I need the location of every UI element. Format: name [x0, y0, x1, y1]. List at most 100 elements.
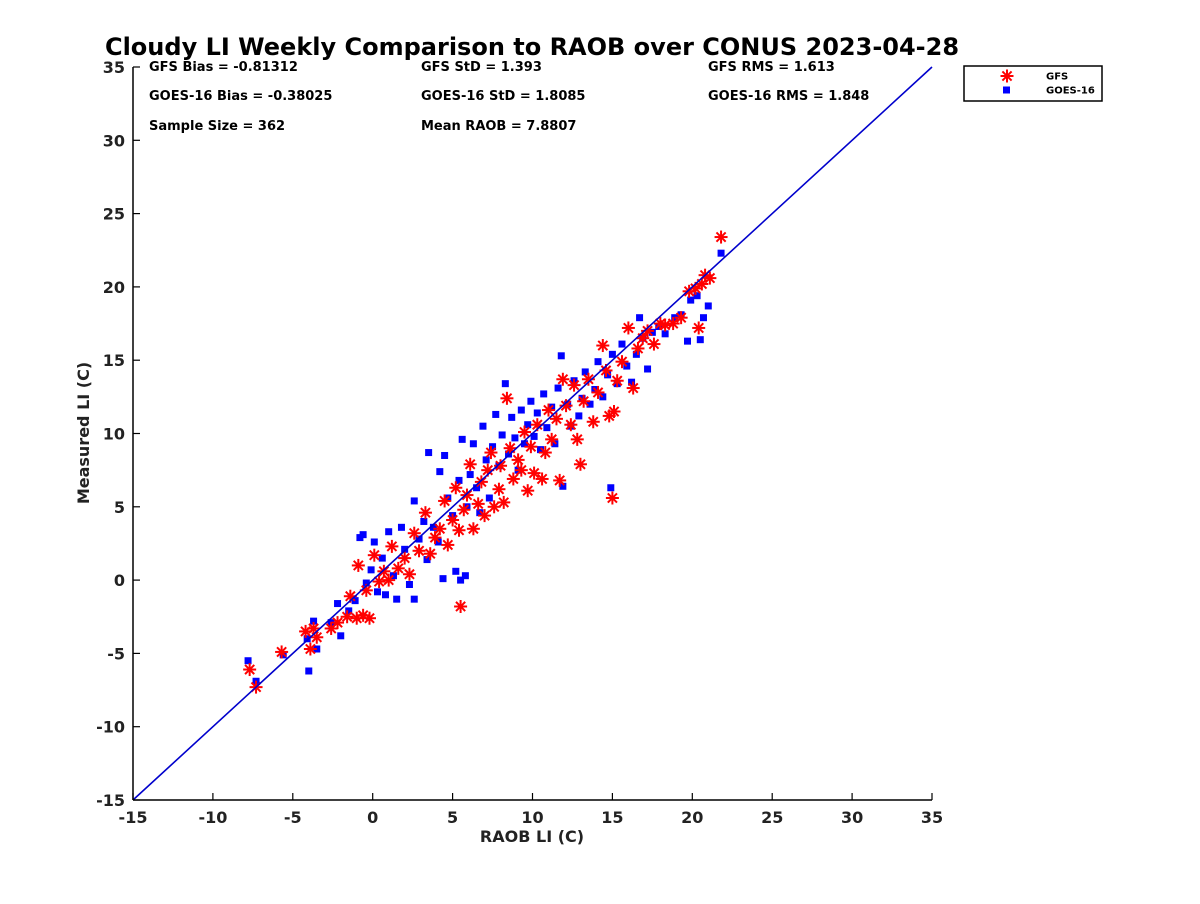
x-tick-label: 35 [921, 808, 943, 827]
goes-16-point [425, 449, 433, 457]
gfs-point [564, 418, 578, 432]
legend-label: GFS [1046, 72, 1068, 83]
gfs-point [521, 484, 535, 498]
gfs-point [641, 324, 655, 338]
goes-16-point [305, 667, 313, 675]
goes-16-point [415, 535, 423, 543]
gfs-point [452, 523, 466, 537]
gfs-point [418, 506, 432, 520]
gfs-point [573, 457, 587, 471]
goes-16-point [489, 443, 497, 451]
one-to-one-line [132, 66, 933, 801]
stat-text: GOES-16 RMS = 1.848 [708, 89, 869, 104]
gfs-point [331, 616, 345, 630]
goes-16-point [530, 432, 538, 440]
gfs-point [514, 463, 528, 477]
goes-16-point [661, 330, 669, 338]
goes-16-point [466, 471, 474, 479]
goes-16-point [505, 450, 513, 458]
goes-16-point [485, 494, 493, 502]
gfs-point [607, 405, 621, 419]
goes-16-point [533, 409, 541, 417]
gfs-point [377, 564, 391, 578]
x-tick-label: 30 [841, 808, 863, 827]
gfs-point [596, 339, 610, 353]
goes-16-point [457, 576, 465, 584]
gfs-point [367, 548, 381, 562]
gfs-point [605, 491, 619, 505]
gfs-point [581, 372, 595, 386]
y-tick-label: 30 [103, 131, 125, 150]
goes-16-point [452, 567, 460, 575]
gfs-point [412, 544, 426, 558]
goes-16-point [717, 249, 725, 257]
gfs-point [391, 561, 405, 575]
goes-16-point [469, 440, 477, 448]
goes-16-point [423, 556, 431, 564]
goes-16-point [367, 566, 375, 574]
y-tick-label: 35 [103, 58, 125, 77]
gfs-point [538, 446, 552, 460]
goes-16-point [378, 554, 386, 562]
goes-16-point [461, 572, 469, 580]
gfs-point [586, 415, 600, 429]
goes-16-point [310, 617, 318, 625]
goes-16-point [632, 350, 640, 358]
goes-16-point [557, 352, 565, 360]
gfs-point [471, 497, 485, 511]
gfs-point [446, 513, 460, 527]
y-tick-label: -5 [107, 644, 125, 663]
gfs-point [570, 432, 584, 446]
series-gfs [243, 230, 728, 694]
gfs-point [511, 453, 525, 467]
x-tick-label: 25 [761, 808, 783, 827]
goes-16-point [436, 468, 444, 476]
goes-16-point [648, 328, 656, 336]
stat-text: GFS Bias = -0.81312 [149, 60, 298, 75]
goes-16-point [455, 476, 463, 484]
y-axis-label: Measured LI (C) [74, 362, 93, 504]
gfs-point [674, 311, 688, 325]
goes-16-point [410, 595, 418, 603]
gfs-point [487, 500, 501, 514]
goes-16-point [527, 397, 535, 405]
goes-16-point [608, 350, 616, 358]
goes-16-point [381, 591, 389, 599]
gfs-point [527, 466, 541, 480]
legend-marker-goes-16 [1003, 86, 1010, 94]
x-tick-label: 15 [601, 808, 623, 827]
y-tick-label: 15 [103, 351, 125, 370]
goes-16-point [604, 371, 612, 379]
goes-16-point [559, 482, 567, 490]
goes-16-point [492, 410, 500, 418]
gfs-point [438, 494, 452, 508]
gfs-point [615, 355, 629, 369]
gfs-point [647, 337, 661, 351]
goes-16-point [397, 523, 405, 531]
goes-16-point [458, 435, 466, 443]
gfs-point [449, 481, 463, 495]
goes-16-point [508, 413, 516, 421]
gfs-point [385, 539, 399, 553]
gfs-point [518, 425, 532, 439]
x-axis-label: RAOB LI (C) [480, 827, 584, 846]
stat-text: Mean RAOB = 7.8807 [421, 119, 576, 134]
goes-16-point [517, 406, 525, 414]
goes-16-point [359, 531, 367, 539]
goes-16-point [482, 456, 490, 464]
goes-16-point [699, 314, 707, 322]
gfs-point [714, 230, 728, 244]
goes-16-point [429, 523, 437, 531]
legend: GFS GOES-16 [963, 65, 1103, 102]
goes-16-point [543, 424, 551, 432]
stat-text: GOES-16 StD = 1.8085 [421, 89, 585, 104]
gfs-point [559, 399, 573, 413]
goes-16-point [607, 484, 615, 492]
gfs-point [545, 432, 559, 446]
x-tick-label: -10 [198, 808, 227, 827]
gfs-point [497, 495, 511, 509]
goes-16-point [244, 657, 252, 665]
goes-16-point [501, 380, 509, 388]
gfs-point [351, 558, 365, 572]
